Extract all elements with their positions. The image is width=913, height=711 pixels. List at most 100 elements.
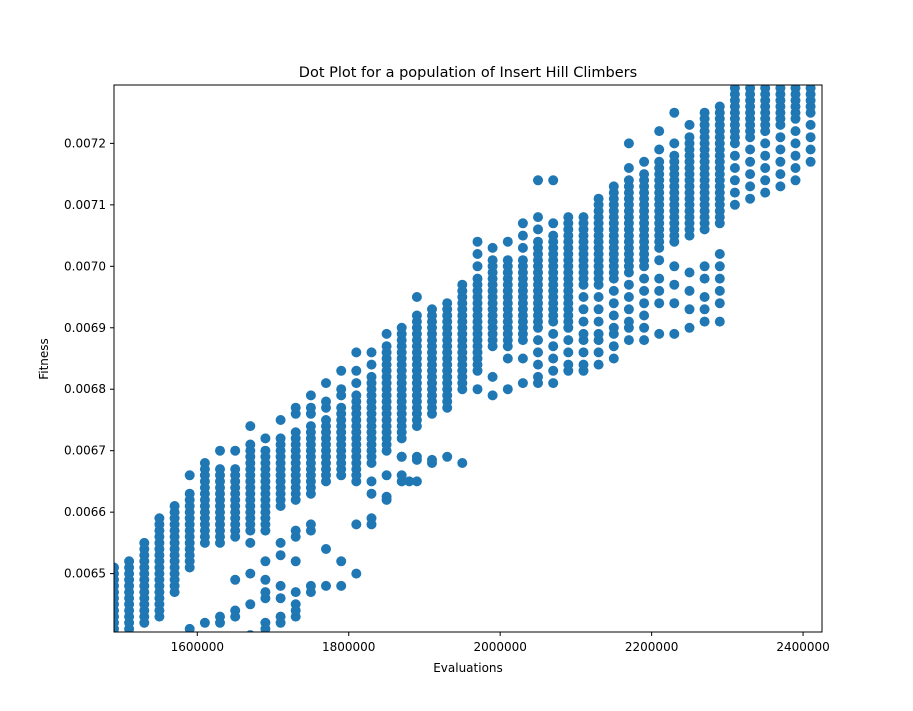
data-point xyxy=(608,322,619,333)
data-point xyxy=(669,279,680,290)
data-point xyxy=(760,187,771,198)
data-point xyxy=(472,236,483,247)
data-point xyxy=(578,347,589,358)
data-point xyxy=(790,85,801,94)
x-tick-label: 1600000 xyxy=(171,640,224,654)
data-point xyxy=(714,316,725,327)
data-point xyxy=(684,119,695,130)
data-point xyxy=(729,175,740,186)
data-point xyxy=(517,242,528,253)
data-point xyxy=(775,156,786,167)
data-point xyxy=(215,611,225,622)
data-point xyxy=(487,390,498,401)
x-axis-ticks: 1600000 1800000 2000000 2200000 2400000 xyxy=(171,632,830,654)
data-point xyxy=(502,236,513,247)
data-point xyxy=(790,138,801,149)
data-point xyxy=(275,580,286,591)
data-point xyxy=(745,193,756,204)
data-point xyxy=(290,587,301,598)
data-point xyxy=(608,285,619,296)
data-point xyxy=(623,335,634,346)
x-tick-label: 2200000 xyxy=(625,640,678,654)
data-point xyxy=(533,175,543,186)
x-tick-label: 2000000 xyxy=(473,640,526,654)
data-point xyxy=(487,255,498,266)
data-point xyxy=(669,298,680,309)
data-point xyxy=(411,310,422,321)
data-point xyxy=(745,169,756,180)
data-point xyxy=(548,230,559,241)
data-point xyxy=(533,335,543,346)
data-point xyxy=(714,261,725,272)
data-point xyxy=(321,580,331,591)
data-point xyxy=(790,126,801,137)
y-axis-label: Fitness xyxy=(37,338,51,380)
data-point xyxy=(639,285,650,296)
data-point xyxy=(623,279,634,290)
data-point xyxy=(699,107,710,118)
data-point xyxy=(608,341,619,352)
data-point xyxy=(366,513,377,524)
data-point xyxy=(623,292,634,302)
data-point xyxy=(760,163,771,173)
data-point xyxy=(396,470,407,481)
data-point xyxy=(760,150,771,161)
x-axis-label: Evaluations xyxy=(433,661,503,675)
data-point xyxy=(290,427,301,438)
data-point xyxy=(366,359,377,370)
data-point xyxy=(593,193,604,204)
data-point xyxy=(290,402,301,413)
data-point xyxy=(245,568,256,579)
data-point xyxy=(404,476,415,487)
data-point xyxy=(593,292,604,302)
data-point xyxy=(305,402,316,413)
y-tick-label: 0.0066 xyxy=(64,505,106,519)
data-point xyxy=(184,623,195,632)
data-point xyxy=(714,285,725,296)
data-point xyxy=(654,144,665,155)
data-point xyxy=(533,359,543,370)
y-tick-label: 0.0069 xyxy=(64,321,106,335)
data-point xyxy=(472,384,483,395)
data-point xyxy=(729,163,740,173)
data-point xyxy=(199,617,210,628)
data-point xyxy=(805,132,816,143)
data-point xyxy=(684,304,695,315)
data-point xyxy=(578,304,589,315)
data-point xyxy=(336,384,347,395)
data-point xyxy=(275,550,286,561)
data-point xyxy=(472,273,483,284)
data-point xyxy=(336,580,347,591)
data-point xyxy=(623,175,634,186)
data-point xyxy=(654,156,665,167)
data-point xyxy=(502,255,513,266)
y-tick-label: 0.0072 xyxy=(64,136,106,150)
data-point xyxy=(472,261,483,272)
data-point xyxy=(623,163,634,173)
y-axis-ticks: 0.0065 0.0066 0.0067 0.0068 0.0069 0.0070 0.00… xyxy=(64,136,114,581)
data-point xyxy=(775,181,786,192)
data-point xyxy=(654,298,665,309)
data-point xyxy=(517,230,528,241)
data-point xyxy=(775,144,786,155)
data-point xyxy=(593,347,604,358)
data-point xyxy=(745,85,756,94)
data-point xyxy=(654,328,665,339)
y-tick-label: 0.0068 xyxy=(64,382,106,396)
data-point xyxy=(639,335,650,346)
x-tick-label: 2400000 xyxy=(776,640,829,654)
data-point xyxy=(184,470,195,481)
data-point xyxy=(351,365,362,376)
data-point xyxy=(805,85,816,94)
data-point xyxy=(114,562,119,573)
data-point xyxy=(548,353,559,364)
data-point xyxy=(669,261,680,272)
data-point xyxy=(790,175,801,186)
data-point xyxy=(669,328,680,339)
data-point xyxy=(760,138,771,149)
data-point xyxy=(608,353,619,364)
data-point xyxy=(714,298,725,309)
data-point xyxy=(533,371,543,382)
data-point xyxy=(639,298,650,309)
data-point xyxy=(502,384,513,395)
